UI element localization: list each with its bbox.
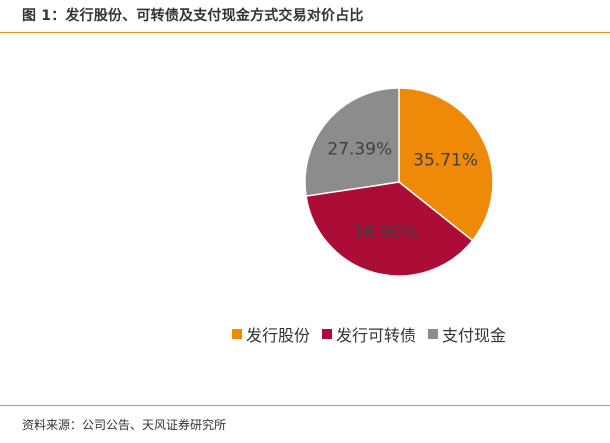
slice-label-1: 35.71%: [413, 151, 478, 171]
legend-item-1: 发行股份: [232, 322, 310, 346]
top-divider: [0, 32, 610, 33]
source-note: 资料来源：公司公告、天风证券研究所: [22, 418, 227, 432]
pie-slice-3: [304, 87, 400, 197]
legend-swatch-3: [428, 329, 439, 339]
legend-label-3: 支付现金: [442, 326, 507, 345]
chart-legend: 发行股份 发行可转债 支付现金: [232, 322, 518, 346]
legend-swatch-2: [322, 329, 333, 339]
slice-label-3: 27.39%: [327, 139, 392, 159]
figure-title: 图 1：发行股份、可转债及支付现金方式交易对价占比: [22, 8, 364, 24]
legend-item-2: 发行可转债: [322, 322, 416, 346]
pie-slice-2: [305, 181, 474, 277]
bottom-divider: [0, 405, 610, 406]
slice-label-2: 36.90%: [353, 223, 418, 243]
legend-label-2: 发行可转债: [336, 326, 417, 345]
pie-slice-1: [398, 87, 494, 242]
legend-label-1: 发行股份: [246, 326, 311, 345]
legend-swatch-1: [232, 329, 242, 339]
legend-item-3: 支付现金: [428, 322, 506, 346]
